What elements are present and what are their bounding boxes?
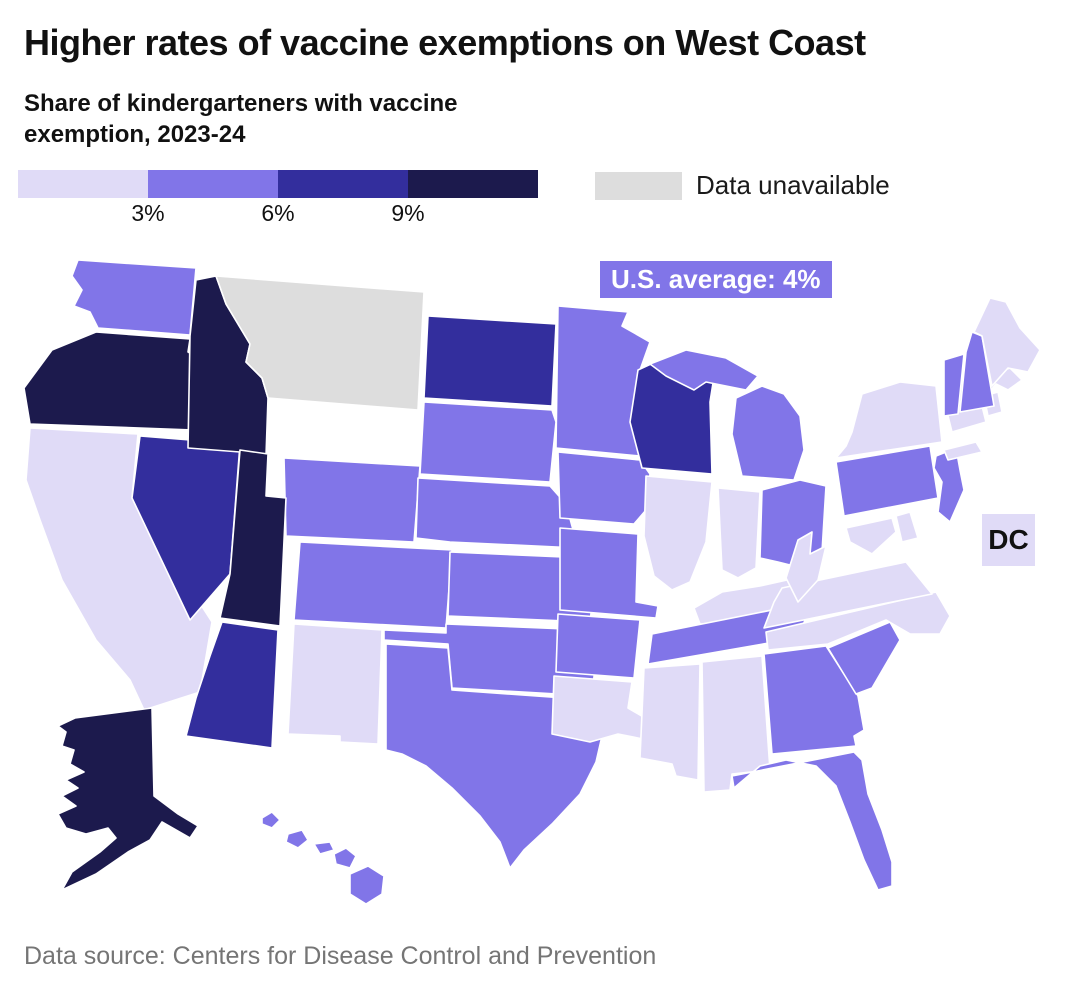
legend-swatch-3to6 bbox=[148, 170, 278, 198]
state-virginia bbox=[763, 561, 933, 629]
legend-tick-6: 6% bbox=[261, 200, 295, 226]
state-south-dakota bbox=[419, 401, 557, 483]
dc-label-box: DC bbox=[982, 514, 1035, 566]
state-michigan bbox=[649, 349, 805, 481]
state-montana bbox=[215, 275, 425, 411]
legend-swatch-unavailable bbox=[595, 171, 682, 200]
state-colorado bbox=[293, 541, 453, 629]
state-wyoming bbox=[283, 457, 421, 543]
state-utah bbox=[219, 449, 287, 627]
data-source-note: Data source: Centers for Disease Control… bbox=[24, 942, 657, 970]
chart-title: Higher rates of vaccine exemptions on We… bbox=[24, 22, 866, 63]
state-arizona bbox=[185, 621, 279, 749]
legend-swatch-gt9 bbox=[408, 170, 538, 198]
state-louisiana bbox=[551, 675, 653, 743]
state-iowa bbox=[557, 451, 651, 525]
state-indiana bbox=[717, 487, 761, 579]
legend-swatch-lt3 bbox=[18, 170, 148, 198]
state-maine bbox=[973, 297, 1041, 387]
chart-subtitle: Share of kindergarteners with vaccine ex… bbox=[24, 90, 458, 149]
state-alabama bbox=[701, 655, 771, 793]
state-west-virginia bbox=[785, 531, 827, 603]
state-missouri bbox=[559, 527, 659, 619]
state-vermont bbox=[943, 353, 965, 417]
legend-tick-labels: 3% 6% 9% bbox=[0, 200, 560, 226]
state-florida bbox=[731, 751, 893, 891]
state-north-dakota bbox=[423, 315, 557, 407]
color-scale-legend bbox=[18, 170, 538, 198]
state-south-carolina bbox=[827, 621, 901, 695]
legend-unavailable-label: Data unavailable bbox=[696, 170, 890, 200]
state-mississippi bbox=[639, 663, 701, 781]
state-pennsylvania bbox=[835, 445, 939, 517]
legend-unavailable: Data unavailable bbox=[595, 170, 890, 201]
state-new-hampshire bbox=[959, 331, 995, 413]
state-arkansas bbox=[555, 613, 641, 679]
state-illinois bbox=[643, 475, 713, 591]
state-washington bbox=[71, 259, 197, 336]
legend-tick-3: 3% bbox=[131, 200, 165, 226]
state-oregon bbox=[23, 331, 199, 431]
state-maryland bbox=[845, 517, 897, 555]
legend-tick-9: 9% bbox=[391, 200, 425, 226]
state-north-carolina bbox=[765, 591, 951, 651]
legend-swatch-6to9 bbox=[278, 170, 408, 198]
us-choropleth-map bbox=[23, 259, 1041, 905]
state-new-mexico bbox=[287, 623, 383, 745]
state-minnesota bbox=[555, 305, 651, 457]
us-average-badge: U.S. average: 4% bbox=[600, 261, 832, 298]
state-delaware bbox=[895, 511, 919, 543]
state-hawaii bbox=[261, 811, 385, 905]
state-new-york bbox=[835, 381, 983, 461]
state-alaska bbox=[57, 707, 199, 891]
state-nebraska bbox=[415, 477, 579, 549]
